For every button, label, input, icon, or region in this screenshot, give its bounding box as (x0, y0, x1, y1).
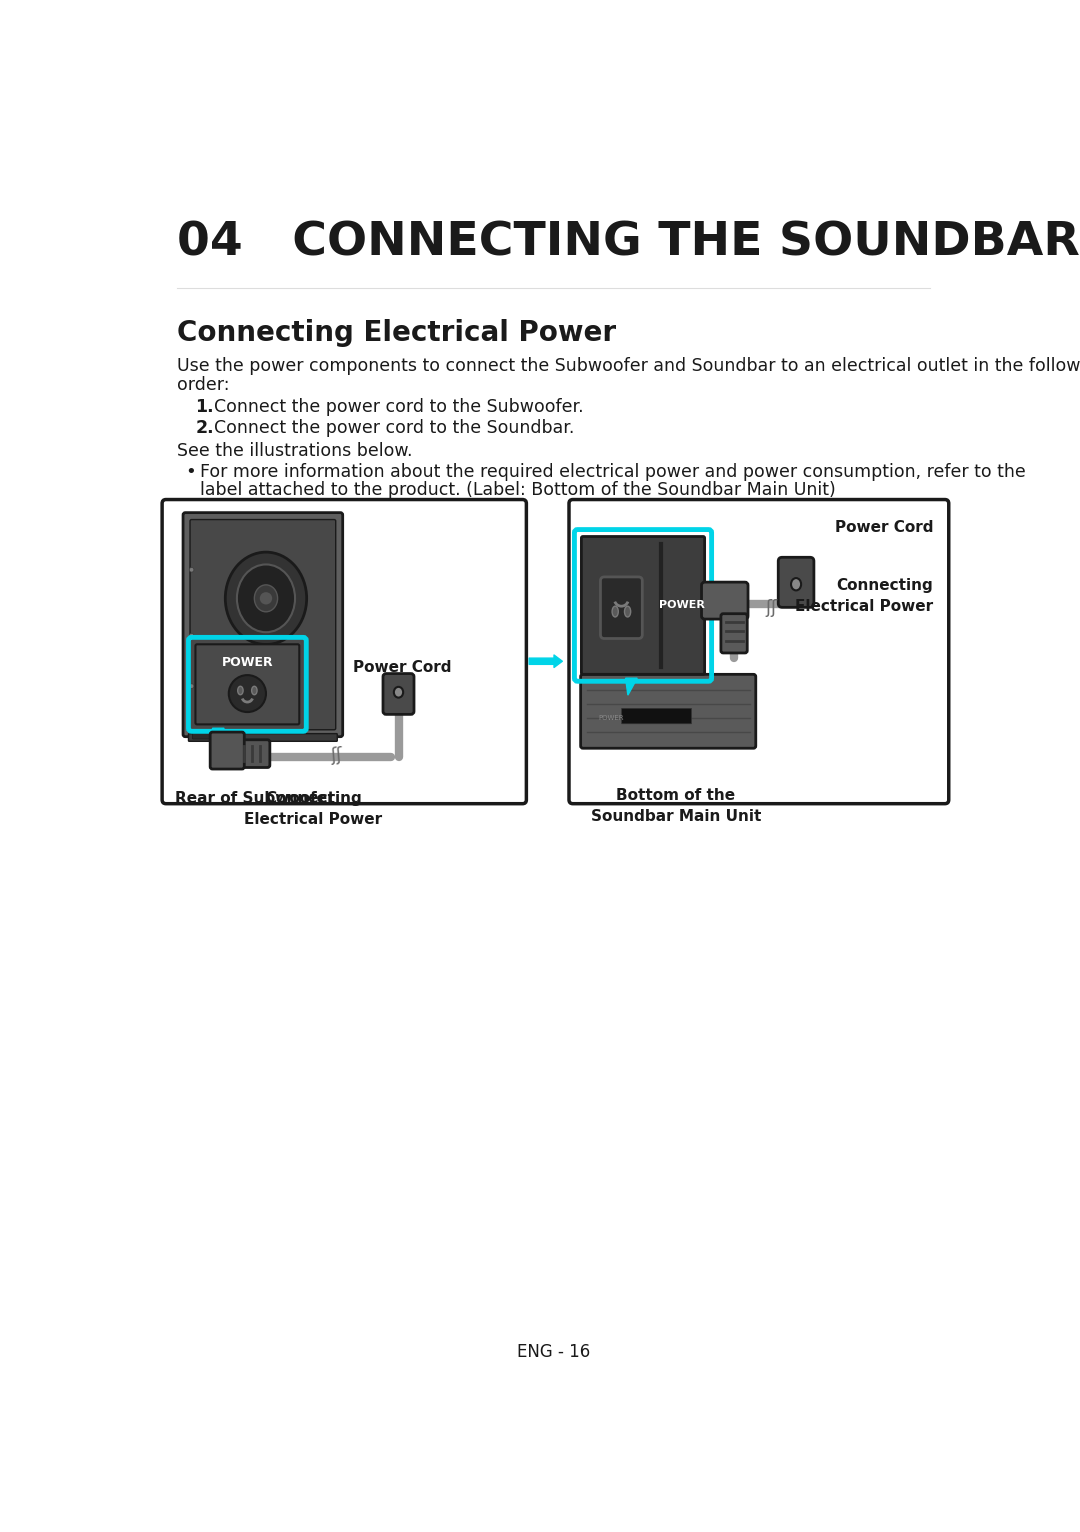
Text: POWER: POWER (598, 715, 624, 722)
Text: 1.: 1. (195, 398, 214, 415)
FancyBboxPatch shape (569, 499, 948, 804)
Text: POWER: POWER (221, 656, 273, 669)
FancyBboxPatch shape (235, 740, 270, 768)
Text: See the illustrations below.: See the illustrations below. (177, 441, 413, 460)
Polygon shape (625, 679, 637, 696)
FancyBboxPatch shape (162, 499, 526, 804)
Circle shape (229, 676, 266, 712)
Ellipse shape (226, 552, 307, 645)
FancyBboxPatch shape (195, 645, 299, 725)
FancyBboxPatch shape (721, 614, 747, 653)
FancyBboxPatch shape (702, 582, 748, 619)
Text: Connecting
Electrical Power: Connecting Electrical Power (795, 578, 933, 613)
Text: •: • (186, 463, 197, 481)
Text: ʃʃ: ʃʃ (766, 599, 778, 617)
Ellipse shape (237, 564, 295, 633)
Text: Connecting Electrical Power: Connecting Electrical Power (177, 319, 616, 346)
Circle shape (260, 593, 272, 605)
Text: Connecting
Electrical Power: Connecting Electrical Power (244, 791, 382, 827)
FancyBboxPatch shape (779, 558, 814, 607)
Ellipse shape (394, 686, 403, 697)
Ellipse shape (791, 578, 801, 590)
Ellipse shape (252, 686, 257, 694)
FancyBboxPatch shape (183, 513, 342, 737)
Text: label attached to the product. (Label: Bottom of the Soundbar Main Unit): label attached to the product. (Label: B… (200, 481, 836, 499)
Text: 2.: 2. (195, 418, 214, 437)
FancyBboxPatch shape (600, 578, 643, 639)
Text: For more information about the required electrical power and power consumption, : For more information about the required … (200, 463, 1026, 481)
Ellipse shape (238, 686, 243, 694)
Text: Connect the power cord to the Subwoofer.: Connect the power cord to the Subwoofer. (214, 398, 583, 415)
Text: ʃʃ: ʃʃ (329, 746, 343, 764)
Text: order:: order: (177, 375, 229, 394)
Circle shape (189, 633, 194, 637)
Ellipse shape (612, 607, 618, 617)
FancyBboxPatch shape (383, 674, 414, 714)
FancyBboxPatch shape (581, 674, 756, 748)
FancyBboxPatch shape (192, 731, 210, 738)
Text: Connect the power cord to the Soundbar.: Connect the power cord to the Soundbar. (214, 418, 575, 437)
FancyBboxPatch shape (211, 732, 244, 769)
Text: POWER: POWER (659, 601, 704, 610)
Circle shape (189, 567, 194, 571)
Text: Bottom of the
Soundbar Main Unit: Bottom of the Soundbar Main Unit (591, 789, 761, 824)
Text: Power Cord: Power Cord (353, 660, 451, 674)
Ellipse shape (624, 607, 631, 617)
Polygon shape (213, 728, 225, 743)
FancyBboxPatch shape (189, 734, 337, 741)
Ellipse shape (255, 585, 278, 611)
Circle shape (189, 683, 194, 688)
Text: Use the power components to connect the Subwoofer and Soundbar to an electrical : Use the power components to connect the … (177, 357, 1080, 375)
Text: Power Cord: Power Cord (835, 521, 933, 535)
FancyBboxPatch shape (190, 519, 336, 729)
FancyBboxPatch shape (622, 708, 691, 723)
Text: Rear of Subwoofer: Rear of Subwoofer (175, 791, 335, 806)
Text: ENG - 16: ENG - 16 (517, 1342, 590, 1360)
FancyBboxPatch shape (581, 536, 704, 674)
Text: 04   CONNECTING THE SOUNDBAR: 04 CONNECTING THE SOUNDBAR (177, 221, 1080, 265)
